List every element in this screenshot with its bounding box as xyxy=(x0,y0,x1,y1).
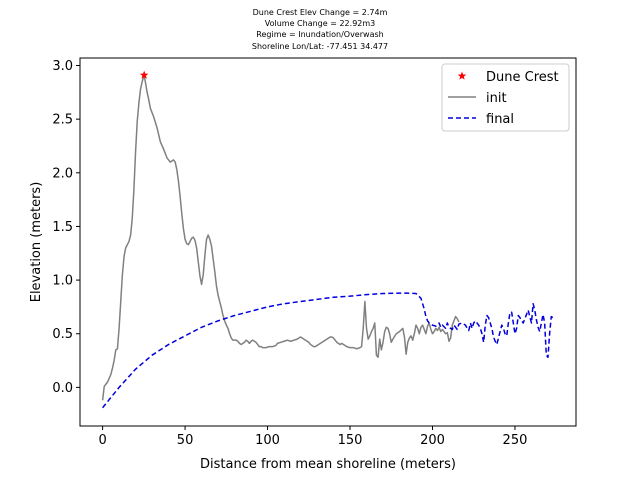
dune-crest-marker xyxy=(139,70,149,79)
init-profile-line xyxy=(101,74,460,401)
y-axis-label: Elevation (meters) xyxy=(29,182,44,303)
x-tick-label: 100 xyxy=(255,433,280,448)
x-axis-ticks: 0 50 100 150 200 250 xyxy=(98,426,527,448)
x-tick-label: 250 xyxy=(503,433,528,448)
y-tick-label: 0.5 xyxy=(52,327,73,342)
title-line-crest: Dune Crest Elev Change = 2.74m xyxy=(252,8,388,17)
legend-init-label: init xyxy=(486,91,507,106)
legend-box xyxy=(441,63,570,132)
title-line-volume: Volume Change = 22.92m3 xyxy=(264,19,376,28)
title-line-regime: Regime = Inundation/Overwash xyxy=(256,30,384,39)
final-profile-line xyxy=(102,292,554,409)
series-layer xyxy=(101,70,554,409)
title-line-shoreline: Shoreline Lon/Lat: -77.451 34.477 xyxy=(251,42,389,51)
x-axis-label: Distance from mean shoreline (meters) xyxy=(200,457,456,472)
x-tick-label: 50 xyxy=(177,433,194,448)
x-tick-label: 200 xyxy=(420,433,445,448)
y-tick-label: 1.0 xyxy=(52,274,73,289)
y-tick-label: 2.5 xyxy=(52,113,73,128)
y-tick-label: 2.0 xyxy=(52,166,73,181)
legend: Dune Crest init final xyxy=(441,63,570,132)
legend-final-label: final xyxy=(486,112,514,127)
plot-frame xyxy=(79,57,577,427)
x-tick-label: 150 xyxy=(338,433,363,448)
x-tick-label: 0 xyxy=(98,433,106,448)
y-tick-label: 3.0 xyxy=(52,59,73,74)
y-axis-ticks: 0.0 0.5 1.0 1.5 2.0 2.5 3.0 xyxy=(52,59,80,396)
y-tick-label: 0.0 xyxy=(52,381,73,396)
legend-dune-crest-label: Dune Crest xyxy=(486,70,559,85)
legend-dune-crest-marker xyxy=(457,71,467,80)
legend-dune-crest-star xyxy=(457,71,467,80)
y-tick-label: 1.5 xyxy=(52,220,73,235)
